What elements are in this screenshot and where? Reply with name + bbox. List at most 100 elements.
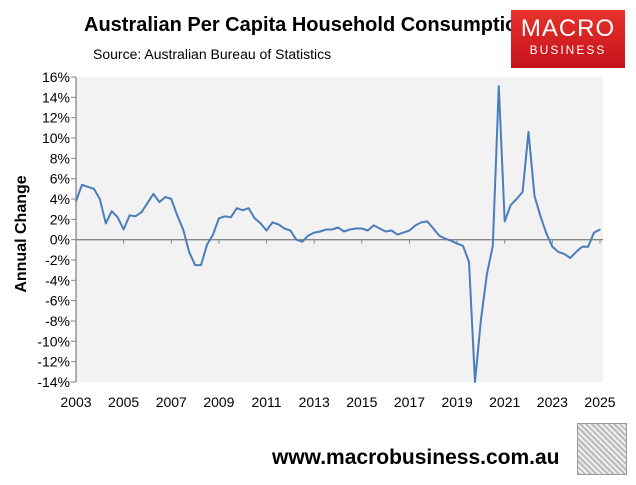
macrobusiness-logo: MACRO BUSINESS <box>511 10 625 68</box>
data-point <box>361 227 363 230</box>
data-point <box>497 85 500 87</box>
data-point <box>492 244 494 247</box>
data-point <box>420 221 423 224</box>
y-tick-label: -12% <box>37 354 70 370</box>
data-point <box>521 191 524 193</box>
data-point <box>235 207 238 209</box>
data-point <box>93 188 95 190</box>
y-tick-label: -14% <box>37 374 70 390</box>
data-point <box>402 231 405 234</box>
logo-line1: MACRO <box>520 15 616 42</box>
data-point <box>581 245 583 248</box>
data-point <box>563 253 566 255</box>
x-tick-label: 2017 <box>394 394 425 410</box>
data-point <box>349 228 351 231</box>
data-point <box>486 273 488 276</box>
data-point <box>140 211 143 214</box>
data-point <box>295 238 298 241</box>
data-point <box>182 228 184 231</box>
data-point <box>396 233 399 236</box>
data-point <box>462 244 464 247</box>
data-point <box>128 214 131 217</box>
y-tick-label: 8% <box>50 150 70 166</box>
data-point <box>539 215 542 218</box>
y-tick-label: 6% <box>50 171 70 187</box>
y-tick-label: -4% <box>45 272 70 288</box>
data-point <box>468 261 470 263</box>
x-tick-label: 2015 <box>346 394 377 410</box>
y-tick-label: 4% <box>50 191 70 207</box>
y-tick-label: 10% <box>42 130 70 146</box>
chart-subtitle: Source: Australian Bureau of Statistics <box>93 46 332 62</box>
x-tick-label: 2023 <box>537 394 568 410</box>
data-point <box>301 240 304 243</box>
data-point <box>265 229 268 232</box>
data-point <box>289 229 292 232</box>
data-point <box>277 223 280 226</box>
y-tick-label: -2% <box>45 252 70 268</box>
data-point <box>456 242 458 245</box>
data-point <box>414 224 417 227</box>
data-point <box>253 217 256 220</box>
data-point <box>224 215 226 218</box>
data-point <box>283 227 286 230</box>
data-point <box>372 224 375 227</box>
data-point <box>343 230 345 233</box>
data-point <box>158 201 161 203</box>
x-tick-label: 2007 <box>156 394 187 410</box>
data-point <box>241 209 244 211</box>
x-tick-label: 2011 <box>251 394 281 410</box>
y-tick-label: -6% <box>45 293 70 309</box>
x-tick-label: 2013 <box>299 394 330 410</box>
data-point <box>444 237 446 240</box>
y-tick-label: 14% <box>42 89 70 105</box>
x-tick-label: 2005 <box>108 394 139 410</box>
data-point <box>593 231 595 234</box>
data-point <box>527 131 530 133</box>
data-point <box>152 193 155 195</box>
data-point <box>551 245 554 248</box>
data-point <box>569 257 572 259</box>
data-point <box>75 200 77 202</box>
data-point <box>99 198 101 200</box>
data-point <box>426 220 429 223</box>
data-point <box>188 251 190 253</box>
x-tick-label: 2019 <box>442 394 473 410</box>
data-point <box>319 230 321 233</box>
data-point <box>390 229 393 232</box>
wolf-image <box>577 423 627 475</box>
data-point <box>218 217 220 220</box>
data-point <box>164 196 167 198</box>
data-point <box>81 183 83 186</box>
data-point <box>271 221 274 224</box>
data-point <box>378 227 381 230</box>
data-point <box>194 264 196 266</box>
data-point <box>438 234 441 237</box>
data-point <box>122 228 125 231</box>
data-point <box>575 251 577 253</box>
data-point <box>146 202 149 204</box>
x-tick-label: 2009 <box>203 394 234 410</box>
data-point <box>503 220 506 223</box>
footer-url[interactable]: www.macrobusiness.com.au <box>272 446 560 469</box>
data-point <box>104 222 107 225</box>
data-point <box>337 226 339 229</box>
y-tick-label: 12% <box>42 110 70 126</box>
x-tick-label: 2003 <box>60 394 91 410</box>
data-point <box>170 198 173 200</box>
data-point <box>325 228 327 231</box>
data-point <box>408 229 411 232</box>
data-point <box>87 186 89 188</box>
y-tick-label: 0% <box>50 232 70 248</box>
data-point <box>557 251 560 253</box>
data-point <box>587 245 589 248</box>
data-point <box>116 216 119 219</box>
data-point <box>200 264 202 266</box>
logo-line2: BUSINESS <box>529 43 607 57</box>
y-tick-label: 16% <box>42 69 70 85</box>
data-point <box>307 234 310 237</box>
data-point <box>474 381 476 383</box>
data-point <box>450 239 452 242</box>
